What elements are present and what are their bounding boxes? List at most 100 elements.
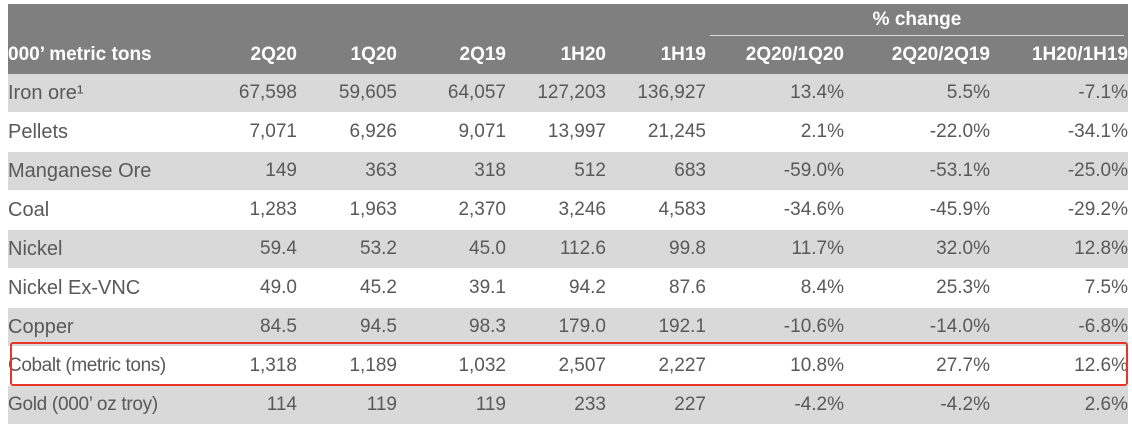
table-cell: -34.1% — [990, 112, 1129, 152]
table-cell: -7.1% — [990, 74, 1129, 113]
row-label: Pellets — [8, 112, 204, 152]
table-cell: 67,598 — [204, 74, 297, 113]
table-cell: 119 — [397, 385, 506, 425]
table-cell: -22.0% — [844, 112, 990, 152]
table-cell: 2,507 — [506, 346, 606, 386]
table-cell: 94.5 — [297, 307, 397, 347]
table-cell: 127,203 — [506, 74, 606, 113]
table-cell: -59.0% — [706, 151, 844, 191]
table-cell: -14.0% — [844, 307, 990, 347]
table-cell: -4.2% — [844, 385, 990, 425]
table-cell: 84.5 — [204, 307, 297, 347]
table-cell: 32.0% — [844, 229, 990, 269]
table-cell: -53.1% — [844, 151, 990, 191]
table-cell: 119 — [297, 385, 397, 425]
row-label: Cobalt (metric tons) — [8, 346, 204, 386]
table-row: Cobalt (metric tons) 1,318 1,189 1,032 2,507… — [8, 346, 1129, 386]
header-spacer — [8, 4, 706, 36]
table-cell: 87.6 — [606, 268, 706, 308]
table-cell: 11.7% — [706, 229, 844, 269]
table-cell: -29.2% — [990, 190, 1129, 230]
table-cell: 683 — [606, 151, 706, 191]
production-table: % change 000’ metric tons 2Q20 1Q20 2Q19… — [8, 4, 1129, 425]
table-row: Gold (000’ oz troy) 114 119 119 233 227 -4.2% -… — [8, 385, 1129, 425]
table-cell: 1,963 — [297, 190, 397, 230]
table-cell: 21,245 — [606, 112, 706, 152]
table-cell: 233 — [506, 385, 606, 425]
table-cell: 12.8% — [990, 229, 1129, 269]
col-header-1q20: 1Q20 — [297, 36, 397, 74]
table-cell: 512 — [506, 151, 606, 191]
table-cell: 10.8% — [706, 346, 844, 386]
table-cell: 39.1 — [397, 268, 506, 308]
table-cell: 363 — [297, 151, 397, 191]
table-cell: 53.2 — [297, 229, 397, 269]
table-row: Pellets 7,071 6,926 9,071 13,997 21,245 2.1% -2… — [8, 112, 1129, 152]
table-body: Iron ore¹ 67,598 59,605 64,057 127,203 136,92… — [8, 74, 1129, 425]
row-label: Copper — [8, 307, 204, 347]
table-cell: 2.1% — [706, 112, 844, 152]
table-cell: 5.5% — [844, 74, 990, 113]
table-cell: 9,071 — [397, 112, 506, 152]
table-cell: 1,189 — [297, 346, 397, 386]
table-cell: 179.0 — [506, 307, 606, 347]
table-cell: 3,246 — [506, 190, 606, 230]
table-cell: 192.1 — [606, 307, 706, 347]
row-label: Gold (000’ oz troy) — [8, 385, 204, 425]
col-header-1h20-1h19: 1H20/1H19 — [990, 36, 1129, 74]
table-cell: 7.5% — [990, 268, 1129, 308]
table-cell: 4,583 — [606, 190, 706, 230]
table-row: Coal 1,283 1,963 2,370 3,246 4,583 -34.6% -45.9… — [8, 190, 1129, 230]
table-cell: 27.7% — [844, 346, 990, 386]
table-cell: 318 — [397, 151, 506, 191]
table-cell: 136,927 — [606, 74, 706, 113]
row-label: Nickel Ex-VNC — [8, 268, 204, 308]
row-label: Iron ore¹ — [8, 74, 204, 113]
row-label: Coal — [8, 190, 204, 230]
table-cell: 112.6 — [506, 229, 606, 269]
table-cell: -6.8% — [990, 307, 1129, 347]
table-row: Copper 84.5 94.5 98.3 179.0 192.1 -10.6% -14.0%… — [8, 307, 1129, 347]
table-cell: 149 — [204, 151, 297, 191]
table-row: Nickel Ex-VNC 49.0 45.2 39.1 94.2 87.6 8.4% 25.… — [8, 268, 1129, 308]
table-cell: 49.0 — [204, 268, 297, 308]
header-group-row: % change — [8, 4, 1129, 36]
table-cell: 1,318 — [204, 346, 297, 386]
table-cell: 98.3 — [397, 307, 506, 347]
table-cell: 227 — [606, 385, 706, 425]
col-header-2q19: 2Q19 — [397, 36, 506, 74]
table-cell: 7,071 — [204, 112, 297, 152]
table-cell: 25.3% — [844, 268, 990, 308]
table-row: Iron ore¹ 67,598 59,605 64,057 127,203 136,92… — [8, 74, 1129, 113]
table-cell: 94.2 — [506, 268, 606, 308]
table-cell: -25.0% — [990, 151, 1129, 191]
pct-change-group-header: % change — [706, 4, 1129, 36]
table-cell: -10.6% — [706, 307, 844, 347]
table-cell: 6,926 — [297, 112, 397, 152]
col-header-2q20-2q19: 2Q20/2Q19 — [844, 36, 990, 74]
pct-change-label: % change — [872, 9, 962, 30]
col-header-1h19: 1H19 — [606, 36, 706, 74]
col-header-2q20-1q20: 2Q20/1Q20 — [706, 36, 844, 74]
table-cell: 1,283 — [204, 190, 297, 230]
table-cell: 8.4% — [706, 268, 844, 308]
table-row: Nickel 59.4 53.2 45.0 112.6 99.8 11.7% 32.0% 12.… — [8, 229, 1129, 269]
col-header-1h20: 1H20 — [506, 36, 606, 74]
table-cell: -45.9% — [844, 190, 990, 230]
table-cell: 13.4% — [706, 74, 844, 113]
table-cell: 2,370 — [397, 190, 506, 230]
table-cell: 99.8 — [606, 229, 706, 269]
row-label: Nickel — [8, 229, 204, 269]
table-cell: 45.0 — [397, 229, 506, 269]
table-cell: 12.6% — [990, 346, 1129, 386]
row-label: Manganese Ore — [8, 151, 204, 191]
table-cell: 64,057 — [397, 74, 506, 113]
table-cell: 1,032 — [397, 346, 506, 386]
col-header-units: 000’ metric tons — [8, 36, 204, 74]
table-cell: -34.6% — [706, 190, 844, 230]
table-cell: 2.6% — [990, 385, 1129, 425]
table-cell: 59.4 — [204, 229, 297, 269]
table-cell: 45.2 — [297, 268, 397, 308]
table-row: Manganese Ore 149 363 318 512 683 -59.0% -53.1%… — [8, 151, 1129, 191]
table-cell: 59,605 — [297, 74, 397, 113]
